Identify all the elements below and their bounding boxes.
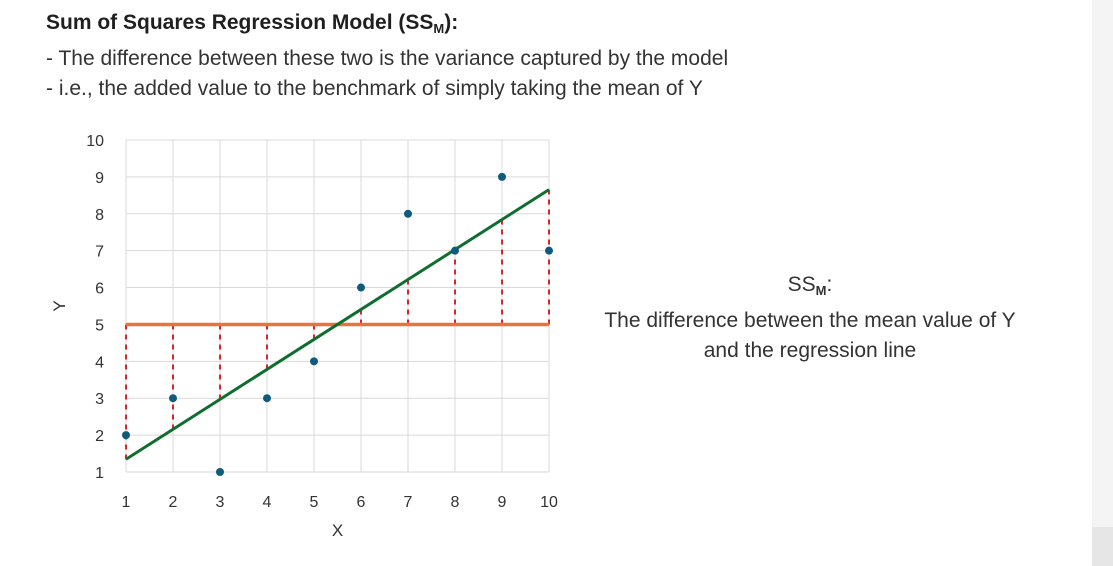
- y-tick-label: 7: [95, 244, 104, 261]
- y-tick-label: 5: [95, 317, 104, 334]
- x-tick-label: 10: [540, 494, 558, 511]
- bullet-line-2: - i.e., the added value to the benchmark…: [46, 77, 703, 100]
- y-tick-label: 4: [95, 354, 104, 371]
- side-panel-footer: [1092, 527, 1113, 566]
- y-axis-label: Y: [50, 300, 69, 311]
- x-tick-label: 2: [169, 494, 178, 511]
- data-point: [451, 246, 459, 255]
- y-tick-label: 1: [95, 465, 104, 482]
- data-point: [216, 468, 224, 476]
- data-point: [404, 209, 412, 218]
- side-panel: [1092, 0, 1113, 566]
- ssm-annotation-line-2: and the regression line: [703, 339, 917, 362]
- y-tick-label: 8: [95, 207, 104, 224]
- y-tick-label: 9: [95, 170, 104, 187]
- x-tick-label: 6: [357, 494, 366, 511]
- bullet-line-1: - The difference between these two is th…: [46, 47, 729, 70]
- data-point: [122, 431, 130, 440]
- x-tick-label: 5: [310, 494, 319, 511]
- ssm-annotation-title: SSM:: [787, 273, 833, 298]
- ssm-annotation: SSM: The difference between the mean val…: [560, 270, 1060, 366]
- x-tick-label: 7: [404, 494, 413, 511]
- x-axis-label: X: [332, 521, 343, 540]
- data-point: [357, 283, 365, 292]
- slide-title: Sum of Squares Regression Model (SSM):: [46, 11, 459, 36]
- y-tick-label: 2: [95, 428, 104, 445]
- data-point: [169, 394, 177, 403]
- y-tick-label: 6: [95, 281, 104, 298]
- y-tick-label: 3: [95, 391, 104, 408]
- x-tick-label: 1: [122, 494, 131, 511]
- y-tick-label: 10: [86, 133, 104, 150]
- x-tick-label: 4: [263, 494, 272, 511]
- x-tick-label: 3: [216, 494, 225, 511]
- data-point: [263, 394, 271, 403]
- data-point: [498, 172, 506, 181]
- ssm-annotation-line-1: The difference between the mean value of…: [604, 309, 1016, 332]
- regression-line: [125, 188, 550, 461]
- data-point: [310, 357, 318, 366]
- x-tick-label: 8: [451, 494, 460, 511]
- data-point: [545, 246, 553, 255]
- x-tick-label: 9: [498, 494, 507, 511]
- slide-heading: Sum of Squares Regression Model (SSM): -…: [46, 8, 728, 104]
